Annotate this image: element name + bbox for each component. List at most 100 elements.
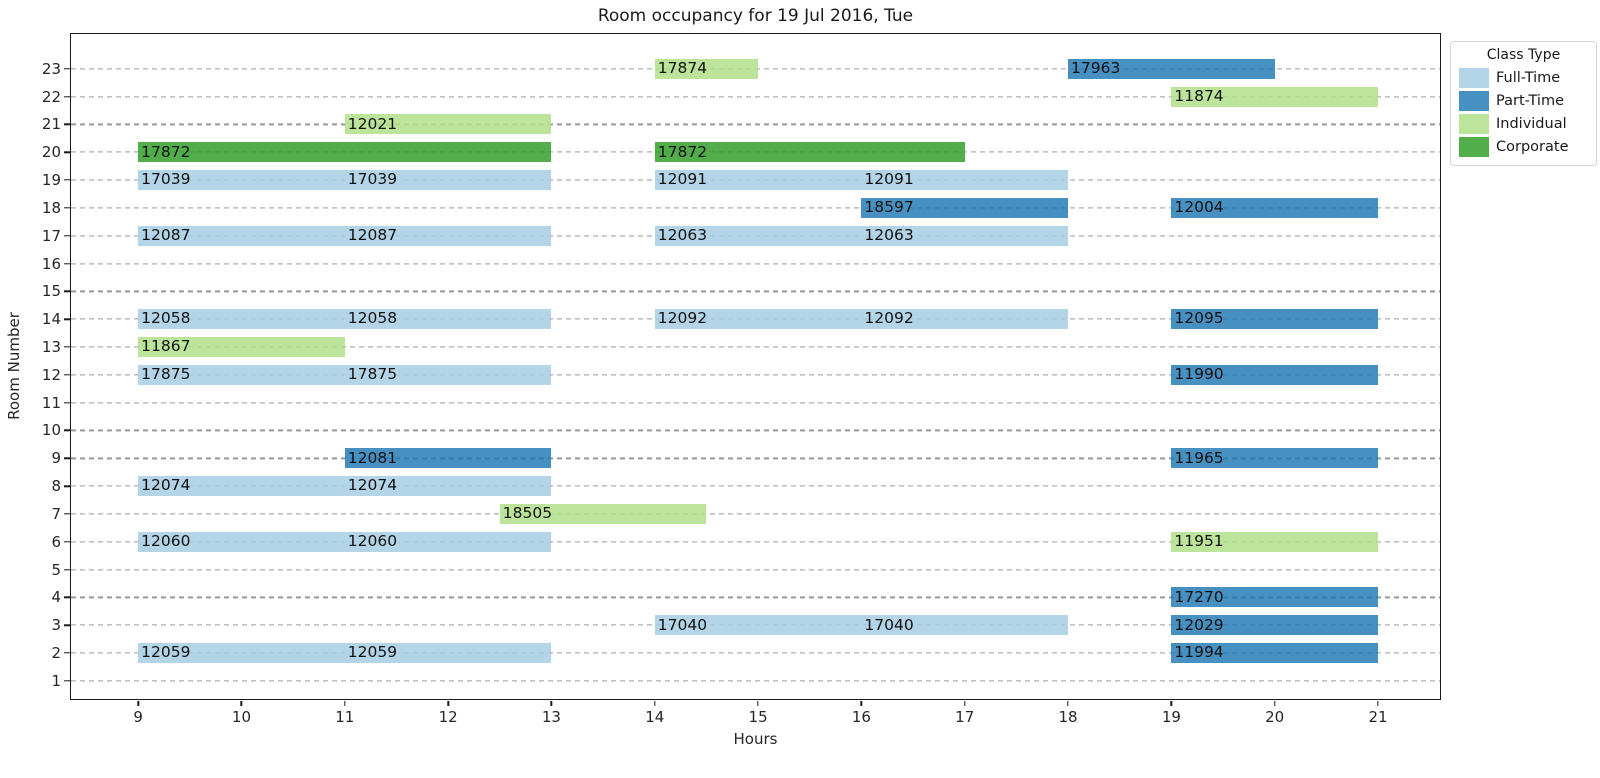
occupancy-bar-label: 12091: [657, 170, 708, 189]
y-tick-mark: [64, 68, 70, 70]
y-tick-label: 16: [41, 254, 61, 273]
x-tick-mark: [860, 700, 863, 706]
occupancy-bar-label: 18597: [864, 198, 914, 217]
gridline-room-18: [71, 207, 1440, 209]
y-tick-label: 20: [41, 143, 61, 162]
y-tick-label: 17: [41, 226, 61, 245]
gridline-room-9: [71, 457, 1440, 459]
y-tick-mark: [64, 513, 70, 515]
occupancy-bar: 12060: [344, 531, 552, 552]
legend-entries: Full-Time Part-Time Individual Corporate: [1459, 66, 1588, 158]
x-tick-label: 15: [748, 708, 768, 726]
y-tick-mark: [64, 401, 70, 404]
x-tick-mark: [447, 700, 449, 706]
occupancy-bar-label: 17040: [864, 615, 914, 634]
occupancy-bar-label: 12058: [141, 309, 191, 328]
occupancy-bar-label: 12060: [347, 532, 398, 551]
y-tick-mark: [64, 151, 70, 153]
x-tick-label: 17: [955, 708, 975, 726]
occupancy-bar: 12029: [1171, 615, 1378, 636]
occupancy-bar-label: 12063: [864, 225, 914, 244]
y-tick-mark: [64, 541, 70, 543]
occupancy-bar-label: 12060: [141, 532, 191, 551]
x-tick-mark: [757, 700, 759, 706]
occupancy-bar-label: 12074: [347, 476, 398, 495]
y-tick-label: 12: [41, 365, 61, 384]
gridline-room-4: [71, 596, 1440, 599]
y-tick-mark: [64, 652, 70, 654]
x-tick-label: 18: [1058, 708, 1078, 726]
gridline-room-6: [71, 541, 1440, 543]
y-tick-label: 14: [41, 310, 61, 329]
occupancy-bar-label: 17872: [657, 142, 708, 161]
x-tick-label: 19: [1161, 708, 1181, 726]
x-tick-label: 11: [335, 708, 355, 726]
legend-label: Full-Time: [1496, 69, 1561, 86]
occupancy-bar: 12058: [344, 309, 552, 330]
y-tick-mark: [64, 235, 70, 237]
occupancy-bar: 17963: [1068, 58, 1275, 79]
y-tick-mark: [64, 374, 70, 376]
occupancy-bar-label: 12063: [657, 225, 708, 244]
x-tick-label: 21: [1368, 708, 1388, 726]
occupancy-bar-label: 17270: [1174, 587, 1224, 606]
occupancy-bar: 12081: [344, 448, 552, 469]
occupancy-bar-label: 17963: [1071, 59, 1121, 78]
y-tick-mark: [64, 596, 70, 599]
occupancy-bar: 11965: [1171, 448, 1378, 469]
occupancy-bar: 12060: [138, 531, 345, 552]
y-tick-label: 15: [41, 282, 61, 301]
occupancy-bar: 18597: [861, 197, 1069, 218]
gridline-room-21: [71, 123, 1440, 126]
gridline-room-5: [71, 569, 1440, 571]
y-tick-label: 6: [51, 532, 61, 551]
occupancy-bar-label: 17039: [347, 170, 398, 189]
y-tick-label: 3: [51, 616, 61, 635]
occupancy-bar-label: 12004: [1174, 198, 1224, 217]
gridline-room-16: [71, 262, 1440, 265]
occupancy-bar-label: 12092: [657, 309, 708, 328]
occupancy-bar: 12058: [138, 309, 345, 330]
x-tick-mark: [1377, 700, 1379, 706]
y-tick-mark: [64, 318, 70, 320]
occupancy-bar-label: 11874: [1174, 86, 1224, 105]
occupancy-bar-label: 17040: [657, 615, 708, 634]
occupancy-bar: 17874: [654, 58, 759, 79]
x-tick-mark: [344, 700, 346, 706]
x-tick-mark: [1170, 700, 1173, 706]
legend-entry-individual: Individual: [1459, 112, 1588, 135]
x-tick-label: 13: [541, 708, 561, 726]
y-tick-mark: [64, 95, 70, 98]
legend-swatch-corporate: [1459, 136, 1489, 157]
occupancy-bar: 12063: [654, 225, 862, 246]
occupancy-bar-label: 12058: [347, 309, 398, 328]
y-tick-mark: [64, 624, 70, 626]
y-tick-label: 21: [41, 115, 61, 134]
occupancy-bar-label: 17875: [141, 365, 191, 384]
legend-title: Class Type: [1486, 47, 1561, 63]
occupancy-bar: 12063: [861, 225, 1069, 246]
occupancy-bar: 12059: [344, 643, 552, 664]
legend-entry-full-time: Full-Time: [1459, 66, 1588, 89]
gridline-room-12: [71, 374, 1440, 376]
y-tick-label: 7: [51, 504, 61, 523]
occupancy-bar: 11874: [1171, 86, 1378, 107]
y-tick-mark: [64, 290, 70, 293]
x-axis-label: Hours: [733, 730, 778, 748]
y-tick-label: 5: [51, 560, 61, 579]
occupancy-bar-label: 12021: [347, 114, 398, 133]
x-tick-label: 10: [231, 708, 252, 726]
occupancy-bar: 17040: [654, 615, 862, 636]
gridline-room-11: [71, 402, 1440, 404]
occupancy-bar: 17872: [654, 142, 965, 163]
occupancy-bar-label: 17872: [141, 142, 191, 161]
occupancy-bar: 17270: [1171, 587, 1378, 608]
x-tick-mark: [137, 700, 139, 706]
y-tick-label: 19: [41, 171, 61, 190]
occupancy-bar: 11867: [138, 337, 345, 358]
occupancy-bar: 18505: [499, 503, 707, 524]
y-tick-mark: [64, 680, 70, 682]
y-tick-label: 22: [41, 87, 61, 106]
y-tick-mark: [64, 262, 70, 265]
occupancy-bar: 17039: [138, 170, 345, 191]
